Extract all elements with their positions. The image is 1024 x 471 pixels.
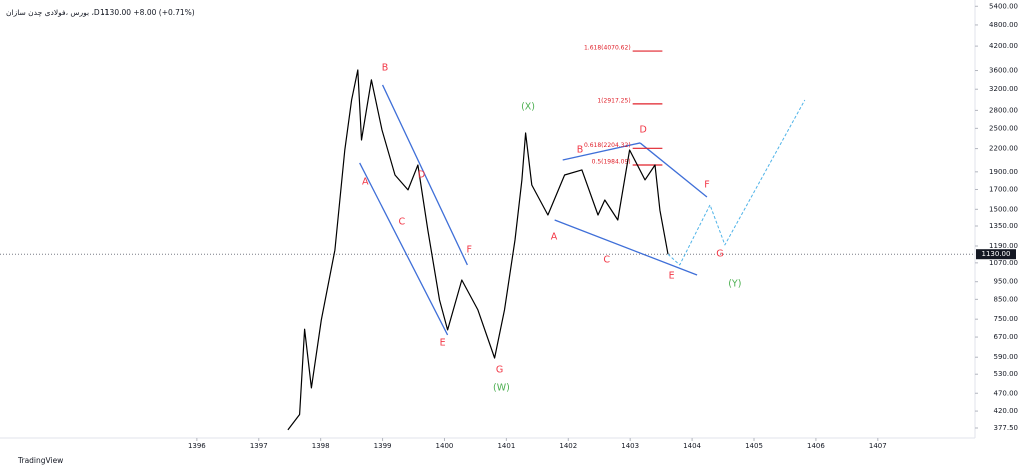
x-tick-label: 1400 xyxy=(436,442,454,450)
y-tick-label: 1350.00 xyxy=(989,222,1018,230)
trendline xyxy=(562,142,641,161)
fib-label: 0.618(2204.32) xyxy=(584,142,631,149)
chart-title: بورس ،فولادی چدن سازان ،D ،1 xyxy=(6,8,110,17)
y-tick-label: 2200.00 xyxy=(989,145,1018,153)
wave-label: C xyxy=(603,255,610,266)
x-tick-label: 1398 xyxy=(312,442,330,450)
y-tick-label: 420.00 xyxy=(994,407,1019,415)
y-tick-label: 850.00 xyxy=(994,295,1019,303)
wave-label: (Y) xyxy=(728,278,741,289)
y-tick-label: 1500.00 xyxy=(989,205,1018,213)
last-price-box xyxy=(976,249,1016,260)
wave-label: G xyxy=(716,249,723,260)
y-tick-label: 950.00 xyxy=(994,278,1019,286)
y-tick-label: 3200.00 xyxy=(989,85,1018,93)
y-tick-label: 750.00 xyxy=(994,315,1019,323)
x-tick-label: 1399 xyxy=(374,442,392,450)
y-tick-label: 1900.00 xyxy=(989,168,1018,176)
wave-label: F xyxy=(704,179,709,190)
y-tick-label: 2500.00 xyxy=(989,124,1018,132)
y-tick-label: 530.00 xyxy=(994,370,1019,378)
x-tick-label: 1407 xyxy=(869,442,887,450)
y-tick-label: 1190.00 xyxy=(989,242,1018,250)
fib-label: 1(2917.25) xyxy=(597,97,630,104)
quote: 1130.00 +8.00 (+0.71%) xyxy=(100,8,195,17)
y-tick-label: 670.00 xyxy=(994,333,1019,341)
price-line xyxy=(667,99,806,266)
wave-label: (W) xyxy=(493,382,510,393)
wave-label: A xyxy=(362,177,369,188)
wave-label: E xyxy=(440,338,446,349)
trendline xyxy=(554,219,698,276)
y-tick-label: 3600.00 xyxy=(989,67,1018,75)
wave-label: C xyxy=(398,216,405,227)
wave-label: D xyxy=(418,170,425,181)
wave-label: A xyxy=(551,231,558,242)
wave-label: F xyxy=(467,245,472,256)
y-tick-label: 1700.00 xyxy=(989,185,1018,193)
fib-label: 1.618(4070.62) xyxy=(584,45,631,52)
x-tick-label: 1402 xyxy=(559,442,577,450)
wave-label: D xyxy=(640,124,647,135)
price-line xyxy=(287,69,669,431)
wave-label: B xyxy=(382,62,389,73)
y-tick-label: 4800.00 xyxy=(989,21,1018,29)
fib-label: 0.5(1984.09) xyxy=(592,158,631,165)
y-tick-label: 4200.00 xyxy=(989,42,1018,50)
y-tick-label: 377.50 xyxy=(994,424,1019,432)
y-tick-label: 2800.00 xyxy=(989,106,1018,114)
y-tick-label: 590.00 xyxy=(994,353,1019,361)
brand: TradingView xyxy=(17,456,63,465)
x-tick-label: 1404 xyxy=(683,442,701,450)
y-tick-label: 470.00 xyxy=(994,389,1019,397)
x-tick-label: 1405 xyxy=(745,442,763,450)
wave-label: E xyxy=(669,270,675,281)
x-tick-label: 1397 xyxy=(250,442,268,450)
y-tick-label: 5400.00 xyxy=(989,2,1018,10)
x-tick-label: 1401 xyxy=(497,442,515,450)
trendline xyxy=(639,142,708,198)
last-price-label: 1130.00 xyxy=(982,250,1011,258)
x-tick-label: 1403 xyxy=(621,442,639,450)
trendline xyxy=(359,162,449,336)
x-tick-label: 1406 xyxy=(807,442,825,450)
wave-label: G xyxy=(496,365,503,376)
y-tick-label: 1070.00 xyxy=(989,259,1018,267)
trendline xyxy=(381,84,468,266)
wave-label: B xyxy=(577,144,584,155)
wave-label: (X) xyxy=(521,102,535,113)
x-tick-label: 1396 xyxy=(188,442,206,450)
